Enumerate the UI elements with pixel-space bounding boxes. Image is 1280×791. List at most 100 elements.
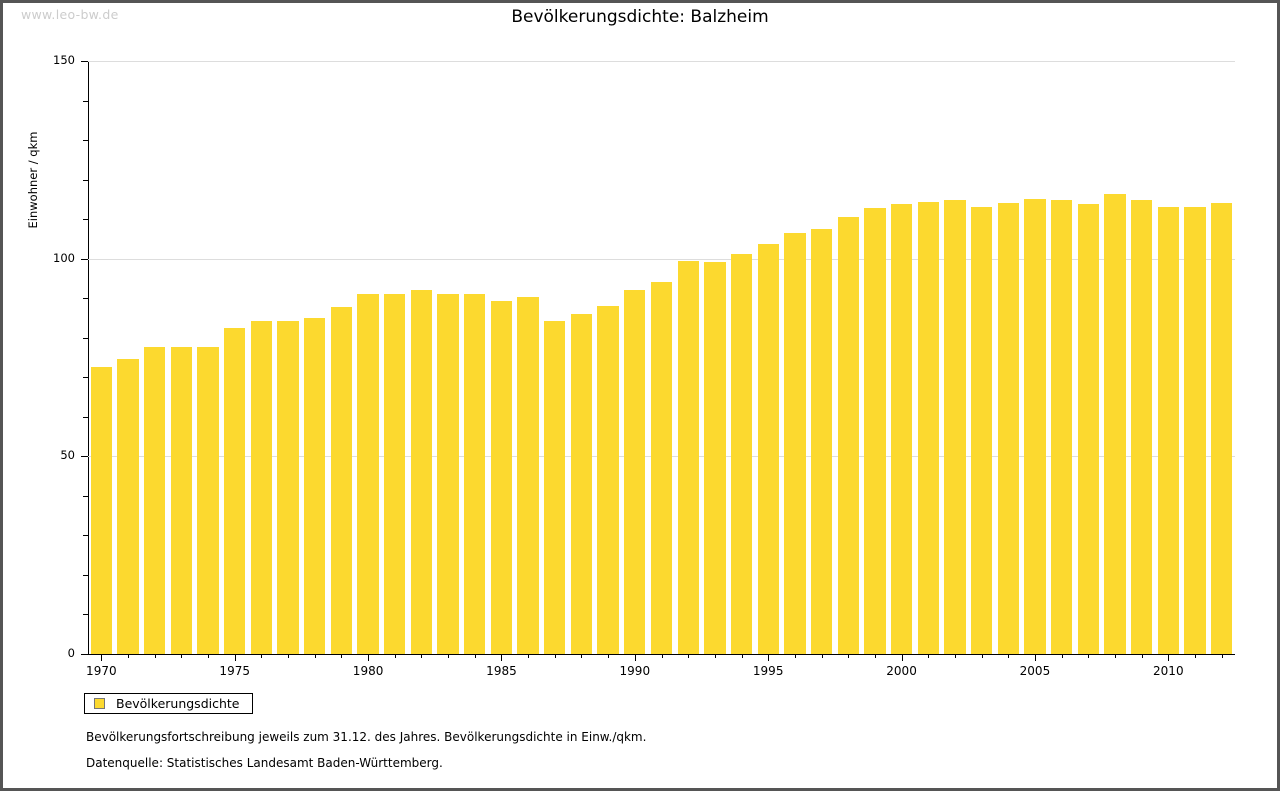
bar[interactable] (464, 294, 486, 654)
x-tick-major (768, 654, 770, 661)
x-tick-minor (874, 654, 876, 658)
bar[interactable] (624, 289, 646, 654)
bar[interactable] (730, 254, 753, 654)
bar[interactable] (997, 203, 1019, 654)
x-tick-minor (794, 654, 796, 658)
x-tick-minor (341, 654, 343, 658)
bar[interactable] (384, 294, 406, 654)
x-tick-minor (928, 654, 930, 658)
bar[interactable] (410, 289, 433, 654)
bar[interactable] (704, 261, 726, 654)
bar[interactable] (757, 244, 779, 654)
y-tick-label: 50 (60, 448, 75, 463)
x-tick-minor (581, 654, 583, 658)
x-tick-minor (1061, 654, 1063, 658)
y-tick-minor (83, 179, 88, 181)
gridline (88, 61, 1235, 62)
bar[interactable] (170, 347, 193, 654)
x-tick-major (501, 654, 503, 661)
bar[interactable] (864, 207, 886, 654)
x-tick-minor (448, 654, 450, 658)
x-tick-label: 2010 (1153, 664, 1184, 678)
x-tick-minor (394, 654, 396, 658)
x-tick-minor (554, 654, 556, 658)
x-tick-label: 2005 (1019, 664, 1051, 678)
bar[interactable] (1157, 207, 1179, 654)
bar[interactable] (277, 321, 299, 654)
x-tick-minor (661, 654, 663, 658)
bar[interactable] (144, 347, 166, 654)
x-tick-minor (821, 654, 823, 658)
gridline (88, 258, 1235, 260)
x-tick-minor (261, 654, 263, 658)
bar[interactable] (330, 306, 353, 654)
bar[interactable] (1210, 203, 1233, 654)
bar[interactable] (784, 232, 806, 654)
bar[interactable] (304, 317, 326, 654)
x-tick-minor (741, 654, 743, 658)
watermark: www.leo-bw.de (21, 7, 119, 22)
x-tick-major (634, 654, 636, 661)
x-tick-major (368, 654, 370, 661)
bar[interactable] (837, 216, 859, 654)
y-tick-major (81, 654, 88, 655)
x-tick-label: 1985 (486, 664, 517, 678)
legend-label: Bevölkerungsdichte (116, 696, 240, 711)
bar[interactable] (1104, 194, 1126, 654)
bar[interactable] (597, 306, 619, 654)
bar[interactable] (197, 347, 219, 654)
x-tick-minor (288, 654, 290, 658)
x-tick-minor (1114, 654, 1116, 658)
y-tick-label: 100 (53, 250, 75, 265)
footnote-source: Datenquelle: Statistisches Landesamt Bad… (86, 756, 443, 770)
y-tick-minor (83, 140, 88, 142)
bar[interactable] (437, 294, 459, 654)
x-tick-label: 2000 (886, 664, 917, 678)
bar[interactable] (250, 320, 273, 654)
x-tick-label: 1975 (219, 664, 250, 678)
bar[interactable] (90, 366, 112, 654)
x-tick-major (1168, 654, 1170, 661)
y-axis-line (88, 61, 89, 655)
page-title: Bevölkerungsdichte: Balzheim (511, 7, 769, 27)
bar[interactable] (1077, 203, 1099, 654)
x-tick-minor (181, 654, 183, 658)
x-tick-minor (421, 654, 423, 658)
bar[interactable] (1050, 199, 1073, 654)
x-tick-major (901, 654, 903, 661)
bar[interactable] (357, 293, 379, 654)
legend[interactable]: Bevölkerungsdichte (84, 693, 253, 714)
x-tick-major (234, 654, 236, 661)
bar[interactable] (490, 300, 513, 654)
plot-area (88, 61, 1235, 654)
bar[interactable] (544, 320, 566, 654)
bar[interactable] (917, 202, 939, 654)
bar[interactable] (1184, 207, 1206, 654)
x-tick-minor (1141, 654, 1143, 658)
x-tick-minor (608, 654, 610, 658)
bar[interactable] (890, 203, 913, 654)
bar[interactable] (944, 199, 966, 654)
x-tick-minor (314, 654, 316, 658)
bar[interactable] (117, 359, 139, 654)
y-tick-label: 0 (67, 646, 75, 660)
bar[interactable] (810, 228, 833, 654)
bar[interactable] (1024, 199, 1046, 654)
bar[interactable] (1130, 199, 1153, 654)
x-tick-minor (714, 654, 716, 658)
y-tick-minor (83, 100, 88, 102)
x-tick-minor (1088, 654, 1090, 658)
bar[interactable] (224, 328, 246, 654)
bar[interactable] (970, 207, 993, 654)
bar[interactable] (517, 297, 539, 654)
footnote-description: Bevölkerungsfortschreibung jeweils zum 3… (86, 730, 647, 744)
x-tick-minor (154, 654, 156, 658)
x-tick-minor (848, 654, 850, 658)
bar[interactable] (677, 261, 699, 654)
y-tick-label: 150 (53, 53, 75, 67)
y-tick-minor (83, 337, 88, 339)
bar[interactable] (570, 314, 593, 654)
bar[interactable] (650, 282, 673, 654)
y-tick-minor (83, 495, 88, 497)
